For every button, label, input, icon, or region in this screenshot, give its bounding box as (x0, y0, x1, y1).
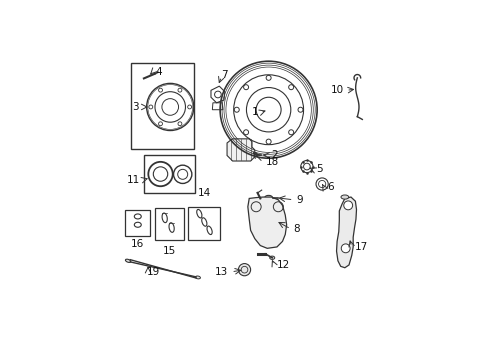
Text: 3: 3 (131, 102, 138, 112)
Text: 11: 11 (126, 175, 140, 185)
Text: 5: 5 (315, 164, 322, 174)
Text: 1: 1 (252, 108, 259, 117)
Ellipse shape (264, 195, 272, 200)
Polygon shape (336, 197, 356, 268)
Text: 18: 18 (265, 157, 279, 167)
Text: 14: 14 (197, 188, 210, 198)
Ellipse shape (340, 195, 348, 199)
Bar (155, 208, 183, 240)
Ellipse shape (125, 259, 130, 262)
Polygon shape (226, 139, 254, 161)
Text: 16: 16 (131, 239, 144, 249)
Text: 9: 9 (296, 195, 303, 205)
Ellipse shape (251, 152, 257, 157)
Ellipse shape (269, 256, 274, 260)
Text: 2: 2 (271, 150, 278, 161)
Text: 13: 13 (215, 267, 228, 277)
Text: 7: 7 (221, 70, 228, 80)
Bar (143, 156, 195, 193)
Text: 4: 4 (155, 67, 161, 77)
Bar (131, 63, 193, 149)
Circle shape (341, 244, 349, 253)
Text: 17: 17 (354, 242, 367, 252)
Text: 12: 12 (276, 260, 289, 270)
Text: 6: 6 (326, 183, 333, 192)
Bar (125, 210, 150, 236)
Ellipse shape (195, 276, 200, 279)
Polygon shape (247, 197, 286, 248)
Circle shape (343, 201, 352, 210)
Circle shape (238, 264, 250, 276)
Text: 10: 10 (330, 85, 343, 95)
Text: 15: 15 (163, 246, 176, 256)
Text: 19: 19 (146, 267, 160, 277)
Bar (188, 207, 220, 240)
Text: 8: 8 (293, 224, 300, 234)
